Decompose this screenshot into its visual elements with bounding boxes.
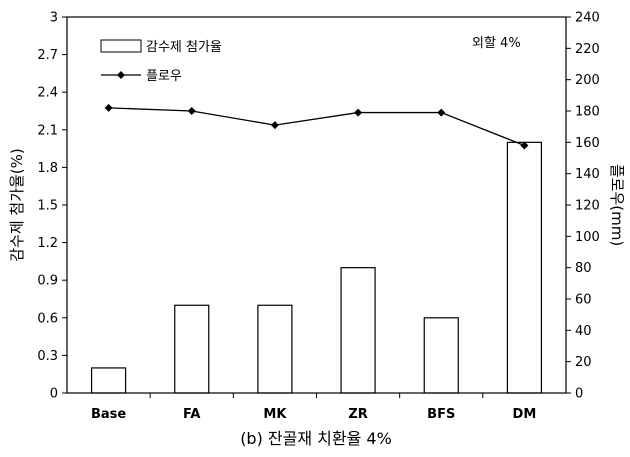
right-tick-label: 220 — [575, 42, 600, 57]
left-axis-ticks: 0 0.3 0.6 0.9 1.2 1.5 1.8 2.1 2.4 2.7 3 — [37, 11, 67, 402]
flow-line — [108, 107, 525, 147]
left-tick-label: 1.5 — [37, 199, 58, 214]
left-tick-label: 0.6 — [37, 311, 58, 326]
bar — [90, 367, 127, 394]
line-point — [104, 103, 113, 112]
line-point — [437, 108, 446, 117]
right-tick-label: 200 — [575, 73, 600, 88]
bar — [423, 317, 459, 394]
right-tick-label: 60 — [575, 293, 592, 308]
left-tick-label: 1.8 — [37, 161, 58, 176]
category-label: FA — [183, 407, 200, 422]
legend-bar-label: 감수제 첨가율 — [146, 40, 222, 55]
right-axis-ticks: 0 20 40 60 80 100 120 140 160 180 200 220 240 — [566, 11, 600, 402]
left-tick-label: 2.1 — [37, 123, 58, 138]
bar — [174, 304, 210, 394]
right-tick-label: 120 — [575, 199, 600, 214]
right-tick-label: 140 — [575, 167, 600, 182]
category-label: DM — [513, 407, 537, 422]
right-tick-label: 160 — [575, 136, 600, 151]
category-label: BFS — [427, 407, 455, 422]
category-label: ZR — [348, 407, 367, 422]
legend: 감수제 첨가율 플로우 — [100, 39, 222, 84]
right-tick-label: 240 — [575, 11, 600, 26]
line-series — [104, 103, 529, 150]
left-tick-label: 2.7 — [37, 48, 58, 63]
right-axis-title: 플로우(mm) — [608, 164, 626, 246]
legend-line-label: 플로우 — [146, 69, 182, 84]
left-tick-label: 2.4 — [37, 86, 58, 101]
bar — [257, 304, 293, 394]
right-tick-label: 20 — [575, 355, 592, 370]
legend-line-marker — [117, 71, 125, 79]
left-tick-label: 1.2 — [37, 236, 58, 251]
left-tick-label: 3 — [50, 11, 58, 26]
right-tick-label: 40 — [575, 324, 592, 339]
category-label: Base — [91, 407, 126, 422]
bar — [506, 141, 543, 394]
legend-bar-swatch — [100, 39, 142, 53]
right-tick-label: 100 — [575, 230, 600, 245]
category-label: MK — [263, 407, 287, 422]
right-tick-label: 80 — [575, 261, 592, 276]
plot-area-frame — [66, 16, 567, 394]
line-point — [520, 141, 529, 150]
line-point — [354, 108, 363, 117]
left-axis-title: 감수제 첨가율(%) — [8, 148, 26, 262]
right-tick-label: 0 — [575, 387, 583, 402]
left-tick-label: 0.3 — [37, 349, 58, 364]
bar — [340, 267, 376, 394]
left-tick-label: 0.9 — [37, 274, 58, 289]
right-tick-label: 180 — [575, 105, 600, 120]
left-tick-label: 0 — [50, 387, 58, 402]
line-point — [187, 107, 196, 115]
line-point — [270, 121, 279, 130]
annotation-note: 외할 4% — [472, 36, 521, 51]
figure-caption: (b) 잔골재 치환율 4% — [240, 429, 392, 448]
category-labels: Base FA MK ZR BFS DM — [91, 393, 536, 422]
bar-series — [90, 141, 543, 394]
